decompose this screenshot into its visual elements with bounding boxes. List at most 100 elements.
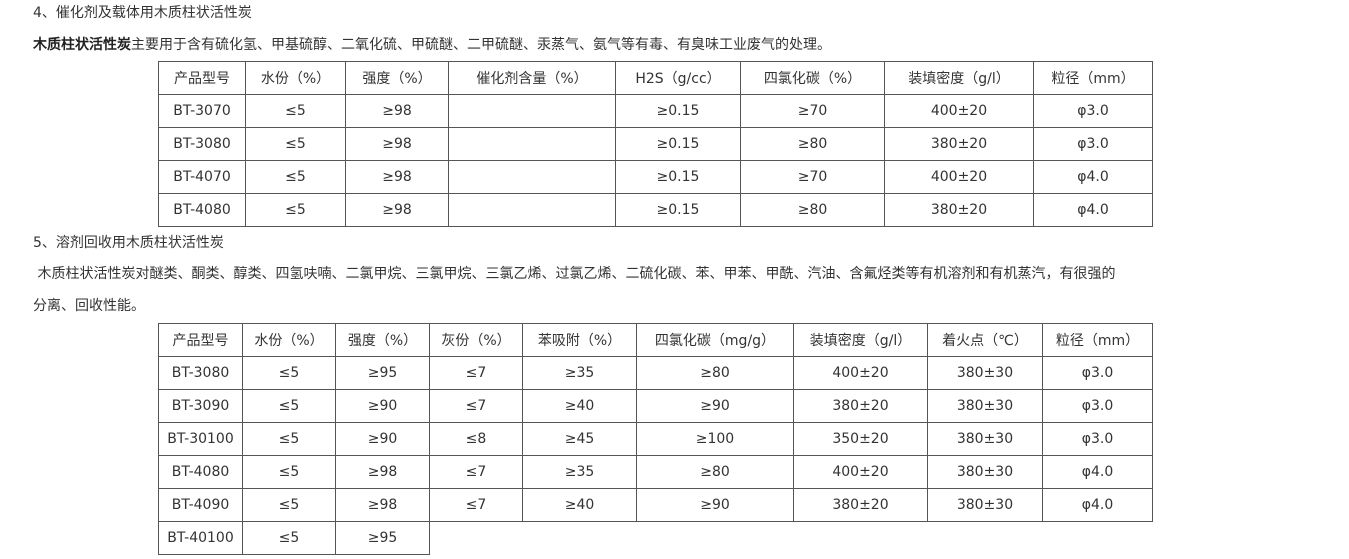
table-cell: φ3.0 [1033, 127, 1153, 161]
table-cell: ≤5 [242, 488, 336, 522]
table-cell: 380±20 [884, 193, 1034, 227]
table-cell: ≥80 [636, 356, 794, 390]
table-catalyst: 产品型号 水份（%） 强度（%） 催化剂含量（%） H2S（g/cc） 四氯化碳（%） 装填… [158, 61, 1153, 227]
table-cell: 产品型号 [158, 61, 246, 95]
table-cell: ≤7 [429, 356, 523, 390]
table-cell: ≥98 [345, 193, 449, 227]
table-cell: 400±20 [884, 160, 1034, 194]
table-cell: ≥40 [522, 488, 637, 522]
table-cell: ≥0.15 [615, 94, 741, 128]
table-cell [448, 94, 616, 128]
table-row: BT-3070 ≤5 ≥98 ≥0.15 ≥70 400±20 φ3.0 [158, 94, 1153, 128]
table-cell: ≥70 [740, 160, 885, 194]
table-row: BT-4080 ≤5 ≥98 ≥0.15 ≥80 380±20 φ4.0 [158, 193, 1153, 227]
table-cell: BT-4090 [158, 488, 243, 522]
table-cell: 装填密度（g/l） [793, 323, 928, 357]
table-cell: ≤7 [429, 488, 523, 522]
table-cell: 380±20 [793, 389, 928, 423]
table-cell: 400±20 [884, 94, 1034, 128]
table-cell: 四氯化碳（%） [740, 61, 885, 95]
table-cell [448, 193, 616, 227]
table-header-row: 产品型号 水份（%） 强度（%） 灰份（%） 苯吸附（%） 四氯化碳（mg/g） 装填密度（… [158, 323, 1153, 357]
section4-heading: 4、催化剂及载体用木质柱状活性炭 [33, 5, 252, 21]
table-cell: H2S（g/cc） [615, 61, 741, 95]
table-cell: 380±30 [927, 488, 1043, 522]
table-cell: 380±30 [927, 422, 1043, 456]
table-cell: φ4.0 [1042, 455, 1153, 489]
table-cell: ≥90 [636, 488, 794, 522]
table-cell: 380±20 [793, 488, 928, 522]
table-cell: φ4.0 [1033, 193, 1153, 227]
table-cell: BT-3070 [158, 94, 246, 128]
table-cell: BT-40100 [158, 521, 243, 555]
intro-text: 主要用于含有硫化氢、甲基硫醇、二氧化硫、甲硫醚、二甲硫醚、汞蒸气、氨气等有毒、有… [131, 37, 831, 53]
table-cell: φ3.0 [1042, 422, 1153, 456]
table-cell: 350±20 [793, 422, 928, 456]
table-cell: BT-30100 [158, 422, 243, 456]
table-cell: 灰份（%） [429, 323, 523, 357]
table-cell: 催化剂含量（%） [448, 61, 616, 95]
table-cell [448, 127, 616, 161]
table-cell: ≥98 [335, 455, 430, 489]
table-cell: 苯吸附（%） [522, 323, 637, 357]
table-cell: ≥0.15 [615, 127, 741, 161]
table-cell: ≥100 [636, 422, 794, 456]
table-cell: ≥0.15 [615, 160, 741, 194]
table-cell: ≥90 [335, 389, 430, 423]
table-cell: 粒径（mm） [1033, 61, 1153, 95]
section5-heading: 5、溶剂回收用木质柱状活性炭 [33, 235, 224, 251]
table-cell: 400±20 [793, 356, 928, 390]
table-cell: BT-4080 [158, 193, 246, 227]
table-solvent: 产品型号 水份（%） 强度（%） 灰份（%） 苯吸附（%） 四氯化碳（mg/g） 装填密度（… [158, 323, 1153, 555]
table-cell: ≤5 [242, 455, 336, 489]
table-cell: ≤5 [242, 422, 336, 456]
table-cell: ≤8 [429, 422, 523, 456]
table-row: BT-3080 ≤5 ≥98 ≥0.15 ≥80 380±20 φ3.0 [158, 127, 1153, 161]
table-cell: 380±30 [927, 455, 1043, 489]
table-cell: BT-4070 [158, 160, 246, 194]
table-row: BT-4080 ≤5 ≥98 ≤7 ≥35 ≥80 400±20 380±30 φ4.0 [158, 455, 1153, 489]
table-cell: ≥0.15 [615, 193, 741, 227]
table-cell: ≥70 [740, 94, 885, 128]
table-cell: ≥80 [740, 127, 885, 161]
table-cell: ≤7 [429, 455, 523, 489]
table-cell: 粒径（mm） [1042, 323, 1153, 357]
table-cell: 380±30 [927, 389, 1043, 423]
table-row: BT-3090 ≤5 ≥90 ≤7 ≥40 ≥90 380±20 380±30 φ3.0 [158, 389, 1153, 423]
intro-bold: 木质柱状活性炭 [33, 37, 131, 53]
table-cell: φ3.0 [1033, 94, 1153, 128]
table-cell: ≥80 [636, 455, 794, 489]
table-cell: 四氯化碳（mg/g） [636, 323, 794, 357]
table-cell: 400±20 [793, 455, 928, 489]
table-cell: ≤5 [245, 193, 346, 227]
table-cell: 产品型号 [158, 323, 243, 357]
table-cell: 380±30 [927, 356, 1043, 390]
table-cell: ≥98 [345, 160, 449, 194]
table-row: BT-30100 ≤5 ≥90 ≤8 ≥45 ≥100 350±20 380±30 φ3.0 [158, 422, 1153, 456]
table-cell: 着火点（℃） [927, 323, 1043, 357]
table-row: BT-4070 ≤5 ≥98 ≥0.15 ≥70 400±20 φ4.0 [158, 160, 1153, 194]
table-cell: BT-3090 [158, 389, 243, 423]
table-cell: ≥90 [335, 422, 430, 456]
table-cell: BT-4080 [158, 455, 243, 489]
table-cell: ≤5 [245, 127, 346, 161]
table-cell: BT-3080 [158, 127, 246, 161]
table-cell: ≥35 [522, 455, 637, 489]
table-cell: φ4.0 [1042, 488, 1153, 522]
table-cell: ≤5 [245, 160, 346, 194]
table-cell: ≥35 [522, 356, 637, 390]
table-cell: ≥98 [345, 127, 449, 161]
table-cell: BT-3080 [158, 356, 243, 390]
table-cell: ≤5 [242, 389, 336, 423]
table-cell: φ3.0 [1042, 389, 1153, 423]
table-cell: ≥98 [335, 488, 430, 522]
table-cell: ≥95 [335, 521, 430, 555]
table-cell: ≤7 [429, 389, 523, 423]
table-row: BT-4090 ≤5 ≥98 ≤7 ≥40 ≥90 380±20 380±30 φ4.0 [158, 488, 1153, 522]
table-cell: 水份（%） [242, 323, 336, 357]
table-cell: ≥95 [335, 356, 430, 390]
table-cell: φ4.0 [1033, 160, 1153, 194]
table-cell: ≥45 [522, 422, 637, 456]
section4-intro: 木质柱状活性炭主要用于含有硫化氢、甲基硫醇、二氧化硫、甲硫醚、二甲硫醚、汞蒸气、… [33, 35, 831, 55]
table-cell: ≥90 [636, 389, 794, 423]
